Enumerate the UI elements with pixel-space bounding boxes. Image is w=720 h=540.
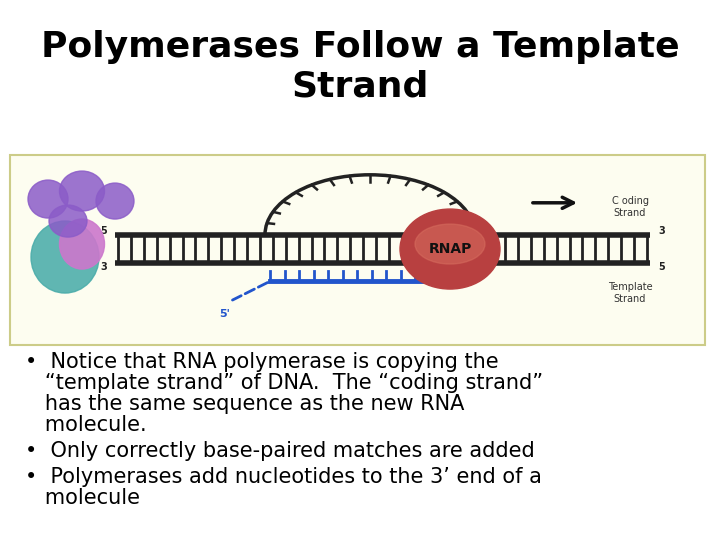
Text: 5: 5 [100, 226, 107, 236]
Text: Polymerases Follow a Template
Strand: Polymerases Follow a Template Strand [41, 30, 679, 103]
Ellipse shape [400, 209, 500, 289]
Text: Template
Strand: Template Strand [608, 282, 652, 304]
Text: •  Only correctly base-paired matches are added: • Only correctly base-paired matches are… [25, 441, 535, 461]
Text: 5': 5' [220, 309, 230, 319]
Ellipse shape [49, 205, 87, 237]
Text: 5: 5 [658, 262, 665, 272]
Ellipse shape [96, 183, 134, 219]
Text: RNAP: RNAP [428, 242, 472, 256]
Text: “template strand” of DNA.  The “coding strand”: “template strand” of DNA. The “coding st… [25, 373, 543, 393]
Text: has the same sequence as the new RNA: has the same sequence as the new RNA [25, 394, 464, 414]
Text: molecule: molecule [25, 488, 140, 508]
Text: 3: 3 [100, 262, 107, 272]
Text: •  Notice that RNA polymerase is copying the: • Notice that RNA polymerase is copying … [25, 352, 499, 372]
Text: •  Polymerases add nucleotides to the 3’ end of a: • Polymerases add nucleotides to the 3’ … [25, 467, 542, 487]
FancyBboxPatch shape [10, 155, 705, 345]
Text: molecule.: molecule. [25, 415, 147, 435]
Ellipse shape [31, 221, 99, 293]
Ellipse shape [60, 219, 104, 269]
Ellipse shape [415, 224, 485, 264]
Ellipse shape [60, 171, 104, 211]
Text: 3: 3 [658, 226, 665, 236]
Ellipse shape [28, 180, 68, 218]
Text: C oding
Strand: C oding Strand [611, 196, 649, 218]
